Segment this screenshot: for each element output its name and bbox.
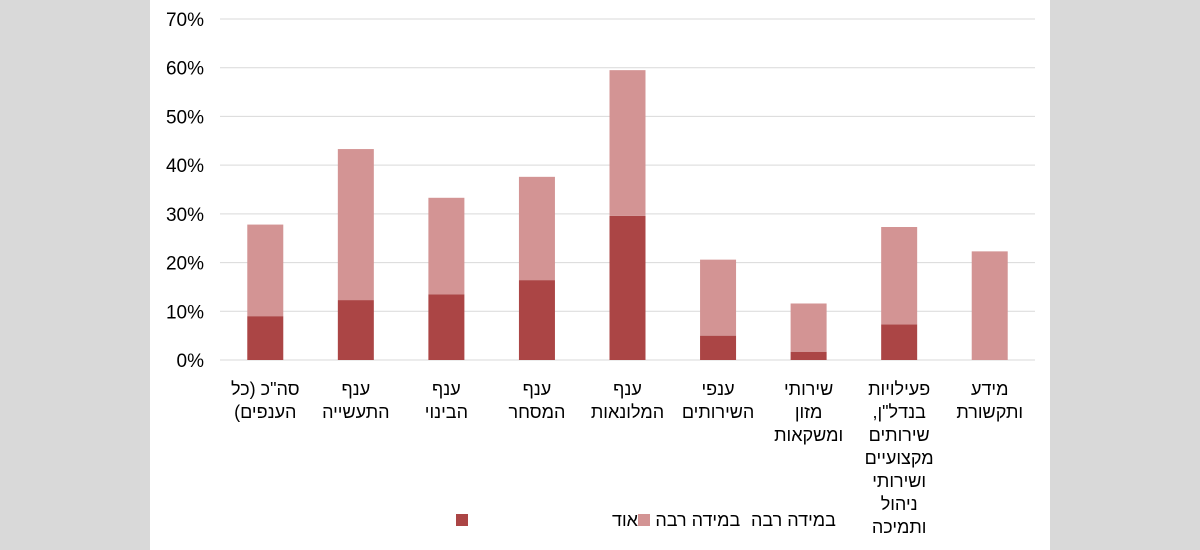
category-label: התעשייה bbox=[322, 402, 390, 422]
y-tick-label: 20% bbox=[166, 254, 204, 275]
y-tick-label: 10% bbox=[166, 302, 204, 323]
bar-very-large bbox=[428, 294, 465, 360]
legend: במידה רבה מאוד במידה רבה bbox=[456, 510, 836, 530]
y-tick-label: 40% bbox=[166, 156, 204, 177]
legend-label-very-large: במידה רבה מאוד bbox=[612, 510, 740, 530]
category-label: ענף bbox=[432, 379, 461, 399]
category-label: ותמיכה bbox=[872, 517, 927, 537]
bar-very-large bbox=[700, 335, 737, 360]
y-tick-label: 60% bbox=[166, 59, 204, 80]
category-label: שירותי bbox=[784, 379, 833, 399]
category-label: ומשקאות bbox=[774, 425, 843, 445]
stacked-bar-chart: 0% 10% 20% 30% 40% 50% 60% 70% סה"כ (כל הענפים) ע… bbox=[166, 10, 1035, 537]
bar-very-large bbox=[881, 324, 918, 360]
bar-large bbox=[700, 259, 737, 336]
category-label: פעילויות bbox=[868, 379, 930, 399]
category-label: ענף bbox=[523, 379, 552, 399]
category-label: הענפים) bbox=[234, 402, 296, 422]
legend-item-very-large: במידה רבה מאוד bbox=[456, 510, 740, 530]
chart-panel: 0% 10% 20% 30% 40% 50% 60% 70% סה"כ (כל הענפים) ע… bbox=[150, 0, 1050, 550]
bar-very-large bbox=[518, 280, 555, 360]
category-label: מזון bbox=[795, 402, 823, 422]
category-label: ניהול bbox=[881, 494, 918, 514]
legend-label-large: במידה רבה bbox=[751, 510, 836, 530]
bar-large bbox=[428, 197, 465, 295]
category-label: המסחר bbox=[509, 402, 566, 422]
legend-swatch-very-large bbox=[456, 514, 468, 526]
category-label: מקצועיים bbox=[865, 448, 934, 468]
category-label: הבינוי bbox=[425, 402, 468, 422]
bar-large bbox=[790, 303, 827, 352]
category-label: מידע bbox=[971, 379, 1009, 399]
category-label: ותקשורת bbox=[956, 402, 1023, 422]
category-label: ענף bbox=[613, 379, 642, 399]
bar-large bbox=[609, 70, 646, 216]
bar-large bbox=[881, 227, 918, 325]
bar-large bbox=[518, 176, 555, 281]
bar-very-large bbox=[247, 316, 284, 360]
y-tick-label: 0% bbox=[177, 351, 205, 372]
category-label: שירותים bbox=[869, 425, 930, 445]
bar-large bbox=[247, 224, 284, 317]
y-tick-label: 50% bbox=[166, 107, 204, 128]
bar-very-large bbox=[609, 215, 646, 360]
bar-very-large bbox=[337, 300, 374, 360]
category-label: סה"כ (כל bbox=[231, 379, 299, 399]
category-label: בנדל"ן, bbox=[872, 402, 926, 422]
category-label: ושירותי bbox=[872, 471, 926, 491]
category-label: השירותים bbox=[682, 402, 754, 422]
category-label: המלונאות bbox=[591, 402, 664, 422]
legend-swatch-large bbox=[638, 514, 650, 526]
y-tick-label: 30% bbox=[166, 205, 204, 226]
legend-item-large: במידה רבה bbox=[638, 510, 836, 530]
category-label: ענף bbox=[341, 379, 370, 399]
y-axis-ticks: 0% 10% 20% 30% 40% 50% 60% 70% bbox=[166, 10, 204, 372]
category-label: ענפי bbox=[701, 379, 734, 399]
y-tick-label: 70% bbox=[166, 10, 204, 31]
category-labels: סה"כ (כל הענפים) ענף התעשייה ענף הבינוי ענף המס… bbox=[231, 379, 1023, 537]
bar-large bbox=[971, 251, 1008, 360]
bar-large bbox=[337, 149, 374, 301]
bar-very-large bbox=[790, 351, 827, 360]
bars bbox=[247, 70, 1008, 360]
